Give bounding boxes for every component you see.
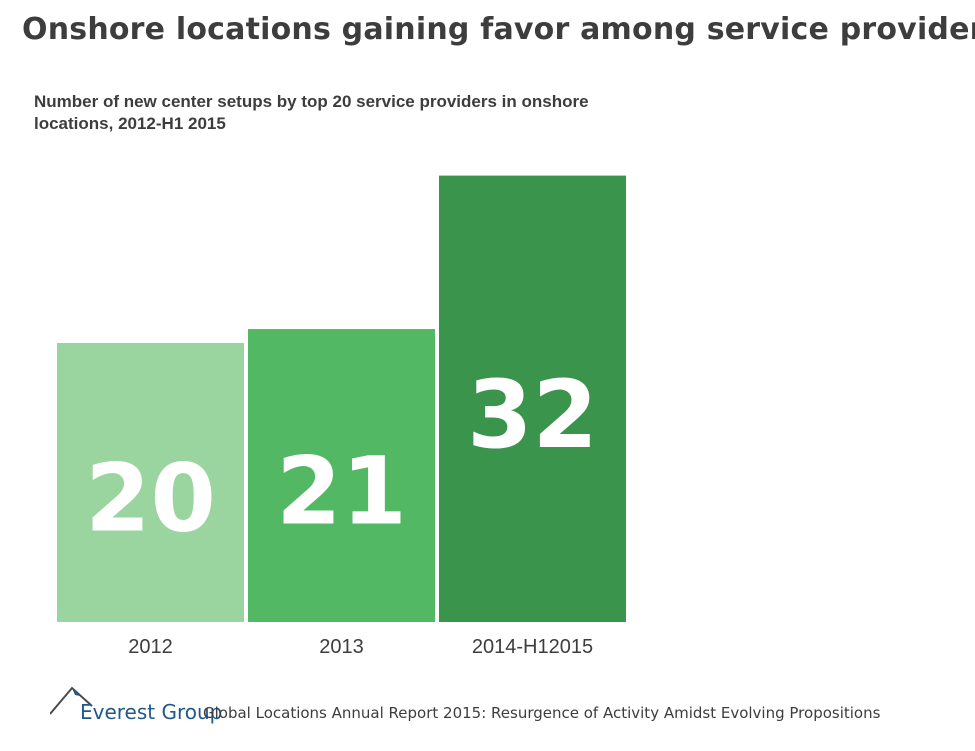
everest-mountain-icon <box>50 686 93 715</box>
value-label-2014-H12015: 32 <box>467 361 598 470</box>
value-label-2013: 21 <box>276 438 407 547</box>
chart-title: Onshore locations gaining favor among se… <box>22 12 975 47</box>
category-label-2013: 2013 <box>319 636 364 658</box>
report-title: Global Locations Annual Report 2015: Res… <box>203 704 881 722</box>
bar-chart: 20 2012 21 2013 32 2014-H12015 <box>57 175 626 658</box>
footer: Everest Group Global Locations Annual Re… <box>50 684 950 728</box>
value-label-2012: 20 <box>85 445 216 554</box>
chart-subtitle: Number of new center setups by top 20 se… <box>34 92 589 133</box>
category-label-2014-H12015: 2014-H12015 <box>472 636 593 658</box>
bar-2012 <box>57 343 244 622</box>
bar-2014-H12015 <box>439 175 626 622</box>
category-label-2012: 2012 <box>128 636 173 658</box>
brand-name: Everest Group <box>80 700 223 724</box>
bar-2013 <box>248 329 435 622</box>
